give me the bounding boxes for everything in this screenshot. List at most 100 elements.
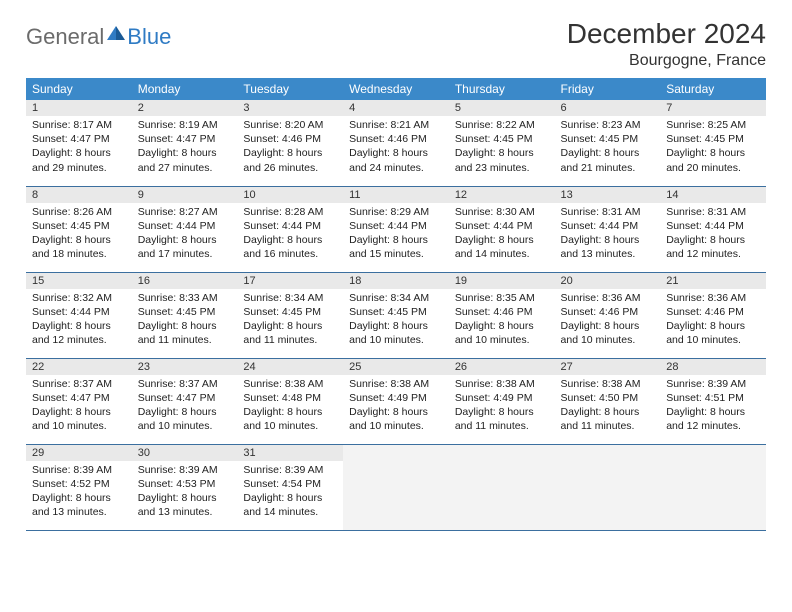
calendar-day-cell: 12 Sunrise: 8:30 AMSunset: 4:44 PMDayligh… [449, 186, 555, 272]
daylight-line: Daylight: 8 hours and 16 minutes. [243, 233, 337, 261]
day-number: 1 [26, 100, 132, 116]
daylight-line: Daylight: 8 hours and 10 minutes. [349, 405, 443, 433]
day-number: 12 [449, 187, 555, 203]
day-number: 27 [555, 359, 661, 375]
logo: General Blue [26, 24, 171, 50]
sunrise-line: Sunrise: 8:17 AM [32, 118, 126, 132]
calendar-day-cell: 6Sunrise: 8:23 AMSunset: 4:45 PMDaylight… [555, 100, 661, 186]
day-details: Sunrise: 8:38 AMSunset: 4:49 PMDaylight:… [343, 375, 449, 438]
calendar-day-cell: 15Sunrise: 8:32 AMSunset: 4:44 PMDayligh… [26, 272, 132, 358]
day-number: 6 [555, 100, 661, 116]
day-details: Sunrise: 8:22 AMSunset: 4:45 PMDaylight:… [449, 116, 555, 179]
calendar-day-cell: 5Sunrise: 8:22 AMSunset: 4:45 PMDaylight… [449, 100, 555, 186]
calendar-day-cell: 1Sunrise: 8:17 AMSunset: 4:47 PMDaylight… [26, 100, 132, 186]
sunrise-line: Sunrise: 8:25 AM [666, 118, 760, 132]
day-number: 30 [132, 445, 238, 461]
calendar-day-cell: 18Sunrise: 8:34 AMSunset: 4:45 PMDayligh… [343, 272, 449, 358]
calendar-day-cell: 7Sunrise: 8:25 AMSunset: 4:45 PMDaylight… [660, 100, 766, 186]
day-details: Sunrise: 8:17 AMSunset: 4:47 PMDaylight:… [26, 116, 132, 179]
daylight-line: Daylight: 8 hours and 14 minutes. [243, 491, 337, 519]
sunrise-line: Sunrise: 8:39 AM [243, 463, 337, 477]
day-number: 21 [660, 273, 766, 289]
sunrise-line: Sunrise: 8:34 AM [349, 291, 443, 305]
calendar-day-cell: 17Sunrise: 8:34 AMSunset: 4:45 PMDayligh… [237, 272, 343, 358]
weekday-header: Sunday [26, 78, 132, 100]
calendar-day-cell: 26Sunrise: 8:38 AMSunset: 4:49 PMDayligh… [449, 358, 555, 444]
daylight-line: Daylight: 8 hours and 11 minutes. [455, 405, 549, 433]
day-number: 11 [343, 187, 449, 203]
day-number: 29 [26, 445, 132, 461]
sunset-line: Sunset: 4:45 PM [243, 305, 337, 319]
location: Bourgogne, France [567, 52, 766, 70]
sunset-line: Sunset: 4:44 PM [138, 219, 232, 233]
calendar-day-cell: 31Sunrise: 8:39 AMSunset: 4:54 PMDayligh… [237, 444, 343, 530]
day-number: 25 [343, 359, 449, 375]
calendar-day-cell: 14Sunrise: 8:31 AMSunset: 4:44 PMDayligh… [660, 186, 766, 272]
sunset-line: Sunset: 4:54 PM [243, 477, 337, 491]
sunrise-line: Sunrise: 8:20 AM [243, 118, 337, 132]
day-number: 3 [237, 100, 343, 116]
sunrise-line: Sunrise: 8:36 AM [666, 291, 760, 305]
sunset-line: Sunset: 4:50 PM [561, 391, 655, 405]
sunrise-line: Sunrise: 8:37 AM [32, 377, 126, 391]
sunrise-line: Sunrise: 8:21 AM [349, 118, 443, 132]
calendar-week-row: 8Sunrise: 8:26 AMSunset: 4:45 PMDaylight… [26, 186, 766, 272]
day-number: 14 [660, 187, 766, 203]
day-details: Sunrise: 8:39 AMSunset: 4:53 PMDaylight:… [132, 461, 238, 524]
calendar-empty-cell: . [660, 444, 766, 530]
sunrise-line: Sunrise: 8:19 AM [138, 118, 232, 132]
calendar-day-cell: 3Sunrise: 8:20 AMSunset: 4:46 PMDaylight… [237, 100, 343, 186]
day-details: Sunrise: 8:26 AMSunset: 4:45 PMDaylight:… [26, 203, 132, 266]
calendar-empty-cell: . [555, 444, 661, 530]
logo-triangle-icon [107, 26, 125, 40]
day-number: 7 [660, 100, 766, 116]
daylight-line: Daylight: 8 hours and 10 minutes. [666, 319, 760, 347]
sunrise-line: Sunrise: 8:39 AM [32, 463, 126, 477]
sunrise-line: Sunrise: 8:29 AM [349, 205, 443, 219]
logo-text-blue: Blue [127, 24, 171, 50]
day-number: 23 [132, 359, 238, 375]
daylight-line: Daylight: 8 hours and 20 minutes. [666, 146, 760, 174]
weekday-header-row: SundayMondayTuesdayWednesdayThursdayFrid… [26, 78, 766, 100]
calendar-day-cell: 21Sunrise: 8:36 AMSunset: 4:46 PMDayligh… [660, 272, 766, 358]
day-number: 18 [343, 273, 449, 289]
title-block: December 2024 Bourgogne, France [567, 18, 766, 70]
day-details: Sunrise: 8:39 AMSunset: 4:52 PMDaylight:… [26, 461, 132, 524]
sunset-line: Sunset: 4:47 PM [138, 132, 232, 146]
sunset-line: Sunset: 4:44 PM [455, 219, 549, 233]
day-details: Sunrise: 8:20 AMSunset: 4:46 PMDaylight:… [237, 116, 343, 179]
daylight-line: Daylight: 8 hours and 13 minutes. [138, 491, 232, 519]
daylight-line: Daylight: 8 hours and 12 minutes. [666, 405, 760, 433]
sunrise-line: Sunrise: 8:32 AM [32, 291, 126, 305]
day-number: 31 [237, 445, 343, 461]
day-details: Sunrise: 8:37 AMSunset: 4:47 PMDaylight:… [132, 375, 238, 438]
sunset-line: Sunset: 4:46 PM [349, 132, 443, 146]
sunrise-line: Sunrise: 8:23 AM [561, 118, 655, 132]
day-number: 22 [26, 359, 132, 375]
calendar-day-cell: 19Sunrise: 8:35 AMSunset: 4:46 PMDayligh… [449, 272, 555, 358]
day-number: 28 [660, 359, 766, 375]
day-details: Sunrise: 8:32 AMSunset: 4:44 PMDaylight:… [26, 289, 132, 352]
day-details: Sunrise: 8:23 AMSunset: 4:45 PMDaylight:… [555, 116, 661, 179]
daylight-line: Daylight: 8 hours and 10 minutes. [561, 319, 655, 347]
day-details: Sunrise: 8:39 AMSunset: 4:51 PMDaylight:… [660, 375, 766, 438]
calendar-day-cell: 2Sunrise: 8:19 AMSunset: 4:47 PMDaylight… [132, 100, 238, 186]
calendar-week-row: 22Sunrise: 8:37 AMSunset: 4:47 PMDayligh… [26, 358, 766, 444]
sunset-line: Sunset: 4:46 PM [243, 132, 337, 146]
sunrise-line: Sunrise: 8:30 AM [455, 205, 549, 219]
day-details: Sunrise: 8:33 AMSunset: 4:45 PMDaylight:… [132, 289, 238, 352]
day-details: Sunrise: 8:39 AMSunset: 4:54 PMDaylight:… [237, 461, 343, 524]
day-number: 15 [26, 273, 132, 289]
weekday-header: Tuesday [237, 78, 343, 100]
calendar-day-cell: 23Sunrise: 8:37 AMSunset: 4:47 PMDayligh… [132, 358, 238, 444]
day-number: 20 [555, 273, 661, 289]
calendar-day-cell: 30Sunrise: 8:39 AMSunset: 4:53 PMDayligh… [132, 444, 238, 530]
calendar-day-cell: 24Sunrise: 8:38 AMSunset: 4:48 PMDayligh… [237, 358, 343, 444]
sunset-line: Sunset: 4:45 PM [138, 305, 232, 319]
day-number: 19 [449, 273, 555, 289]
calendar-table: SundayMondayTuesdayWednesdayThursdayFrid… [26, 78, 766, 531]
daylight-line: Daylight: 8 hours and 26 minutes. [243, 146, 337, 174]
daylight-line: Daylight: 8 hours and 14 minutes. [455, 233, 549, 261]
day-details: Sunrise: 8:38 AMSunset: 4:49 PMDaylight:… [449, 375, 555, 438]
day-number: 4 [343, 100, 449, 116]
